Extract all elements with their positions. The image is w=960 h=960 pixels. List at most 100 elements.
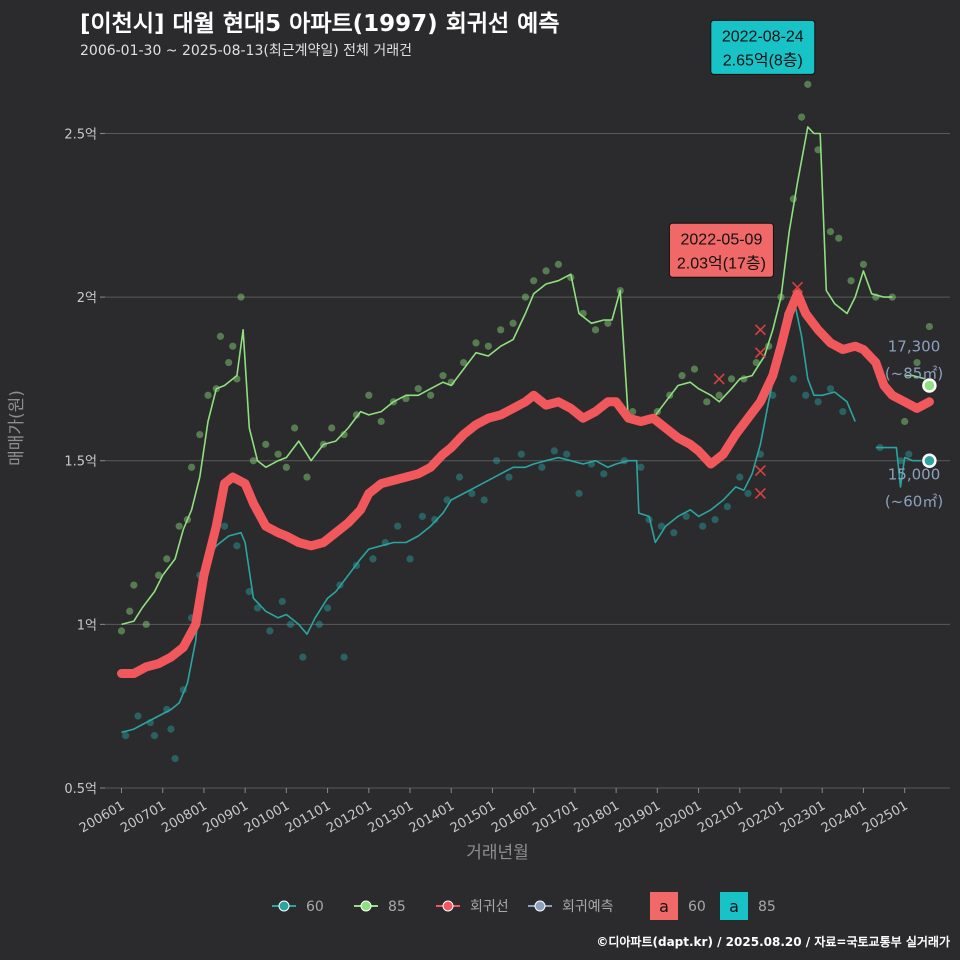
scatter-point-85 [509, 319, 517, 327]
scatter-point-60 [340, 653, 348, 661]
scatter-point-85 [901, 417, 909, 426]
scatter-point-85 [703, 398, 711, 406]
scatter-point-85 [216, 332, 225, 340]
scatter-point-85 [629, 408, 637, 416]
scatter-point-60 [171, 754, 179, 763]
scatter-point-60 [711, 516, 719, 524]
x-tick-label: 201001 [242, 798, 292, 836]
scatter-point-85 [163, 555, 171, 563]
scatter-point-60 [418, 512, 426, 520]
x-tick-label: 202501 [860, 798, 910, 836]
scatter-point-60 [575, 489, 583, 498]
scatter-point-60 [443, 496, 451, 504]
scatter-point-60 [637, 463, 645, 471]
scatter-point-60 [736, 473, 744, 481]
scatter-point-85 [328, 424, 336, 432]
scatter-point-85 [126, 607, 134, 615]
scatter-point-60 [233, 542, 241, 550]
scatter-point-85 [282, 463, 290, 471]
x-tick-label: 202401 [819, 798, 869, 836]
scatter-point-60 [789, 375, 797, 383]
callout-60: 2022-05-09 2.03억(17층) [668, 222, 774, 278]
scatter-point-60 [394, 522, 402, 530]
callout-85: 2022-08-24 2.65억(8층) [710, 19, 816, 75]
cancelled-marker [713, 373, 725, 385]
scatter-point-85 [130, 581, 138, 589]
legend-box-key [650, 892, 678, 920]
scatter-point-85 [229, 342, 237, 350]
series-line-60 [875, 446, 922, 488]
callout-price: 2.65억(8층) [723, 51, 803, 69]
scatter-point-85 [365, 391, 373, 399]
scatter-point-85 [690, 365, 699, 373]
scatter-point-60 [455, 473, 464, 481]
scatter-point-85 [352, 411, 361, 419]
callout-date: 2022-05-09 [681, 231, 763, 248]
chart-title: [이천시] 대월 현대5 아파트(1997) 회귀선 예측 [80, 11, 560, 37]
scatter-point-85 [530, 277, 538, 285]
scatter-point-85 [484, 342, 492, 350]
scatter-point-60 [150, 732, 159, 740]
end-label-area-85: (~85㎡) [885, 364, 943, 382]
scatter-point-85 [925, 322, 933, 331]
scatter-point-60 [253, 604, 262, 612]
scatter-point-85 [117, 627, 126, 635]
scatter-point-60 [492, 457, 501, 465]
scatter-point-60 [122, 732, 130, 740]
scatter-point-60 [431, 516, 439, 524]
x-axis-title: 거래년월 [466, 843, 529, 863]
cancelled-marker [754, 347, 766, 359]
scatter-point-85 [715, 391, 723, 399]
scatter-point-60 [315, 620, 323, 628]
scatter-point-60 [134, 712, 142, 720]
x-tick-label: 202101 [695, 798, 745, 836]
scatter-point-85 [225, 358, 233, 367]
latest-point-85 [922, 378, 937, 393]
legend-point-key [534, 900, 546, 912]
scatter-point-85 [303, 473, 311, 481]
scatter-point-85 [414, 385, 422, 393]
x-tick-label: 200701 [118, 798, 168, 836]
scatter-point-85 [262, 440, 270, 448]
scatter-point-85 [340, 430, 348, 439]
scatter-point-85 [460, 358, 468, 367]
scatter-point-60 [600, 470, 608, 478]
legend-point-key [360, 900, 372, 912]
legend-label: 회귀예측 [562, 899, 614, 915]
scatter-point-60 [839, 408, 847, 416]
scatter-point-60 [286, 620, 295, 628]
scatter-point-85 [175, 522, 183, 530]
scatter-point-60 [167, 725, 175, 733]
regression-line [117, 289, 934, 678]
scatter-point-85 [204, 391, 212, 399]
y-tick-label: 2억 [77, 291, 97, 306]
scatter-point-85 [472, 339, 480, 347]
scatter-point-85 [249, 457, 257, 465]
scatter-point-60 [323, 604, 332, 612]
x-tick-label: 202001 [654, 798, 704, 836]
scatter-point-60 [517, 450, 525, 458]
scatter-point-85 [291, 424, 299, 432]
scatter-point-60 [278, 597, 286, 606]
end-label-value-85: 17,300 [888, 337, 941, 355]
scatter-point-85 [154, 571, 163, 579]
scatter-point-85 [142, 620, 150, 628]
scatter-point-85 [591, 326, 600, 334]
legend-point-key [442, 900, 454, 912]
legend-label: 60 [306, 899, 324, 915]
x-tick-label: 200601 [77, 798, 127, 836]
scatter-point-60 [406, 555, 414, 563]
scatter-point-60 [245, 588, 253, 596]
y-tick-label: 1억 [77, 618, 97, 633]
scatter-point-85 [187, 463, 196, 471]
scatter-point-60 [682, 512, 690, 520]
callout-box [710, 19, 816, 75]
series-line-85 [904, 374, 926, 380]
scatter-point-60 [538, 463, 546, 471]
scatter-point-85 [439, 372, 447, 380]
scatter-point-85 [237, 293, 245, 301]
legend-label: 회귀선 [470, 899, 509, 915]
scatter-point-60 [220, 522, 229, 530]
scatter-point-85 [798, 113, 806, 121]
